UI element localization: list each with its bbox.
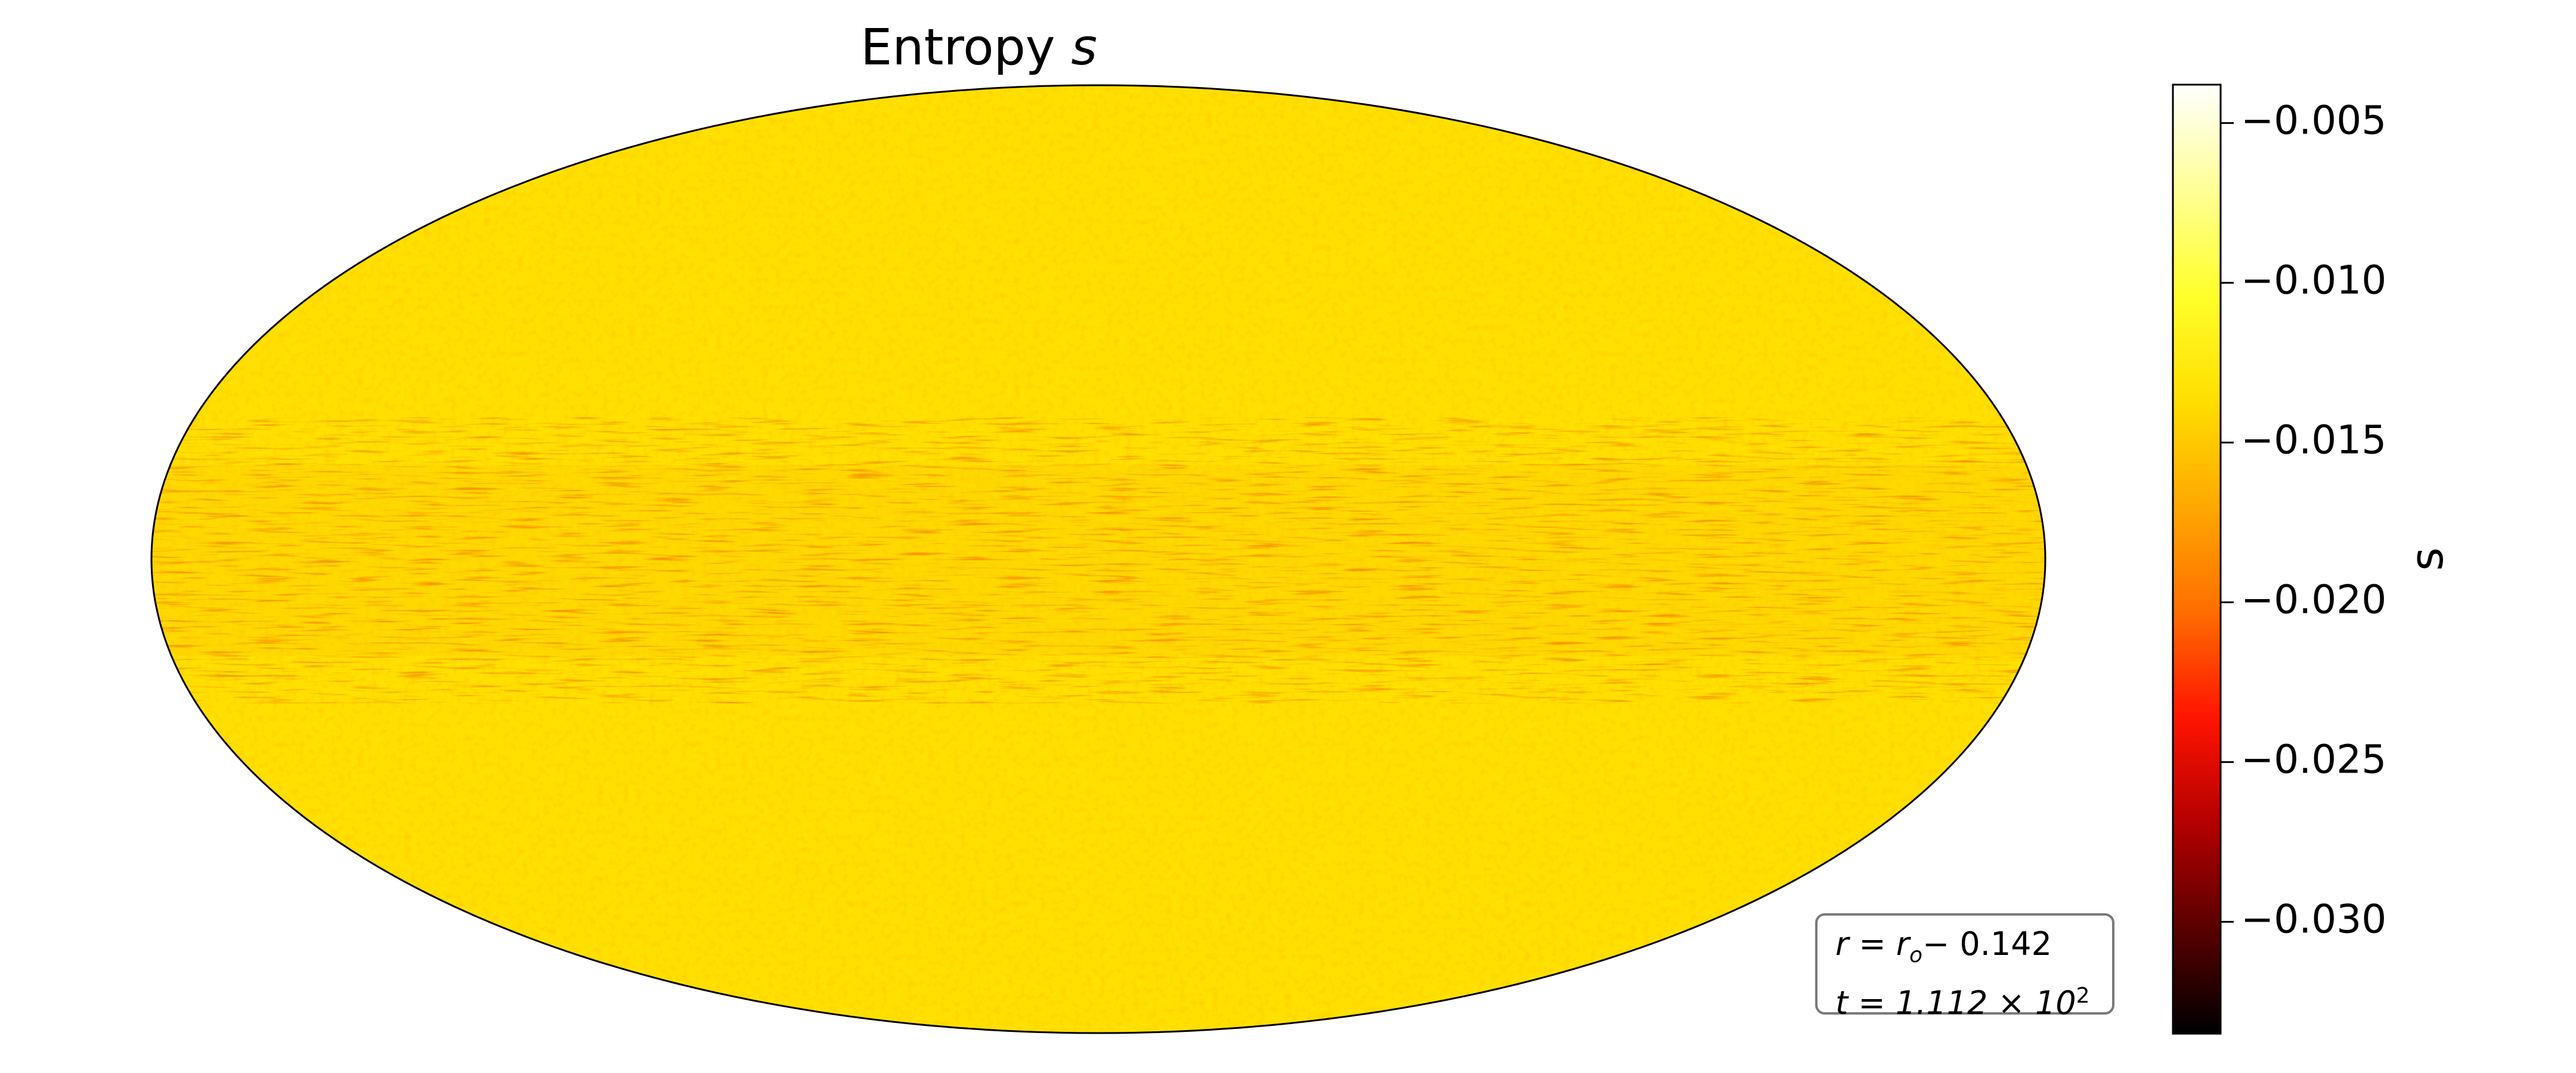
colorbar-tick-label: −0.020 (2241, 576, 2386, 622)
annotation-radius-lhs: r = r (1835, 925, 1909, 963)
colorbar-tick-label: −0.030 (2241, 896, 2386, 942)
colorbar-label: s (2400, 547, 2453, 571)
annotation-time-line: t = 1.112 × 102 (1835, 976, 2112, 1024)
colorbar-fill (2173, 85, 2221, 1034)
map-area (150, 84, 2046, 1034)
chart-title-variable: s (1071, 18, 1097, 76)
annotation-radius-value: − 0.142 (1922, 925, 2052, 963)
colorbar-frame (2172, 83, 2222, 1035)
annotation-radius-sub: o (1909, 942, 1923, 967)
colorbar-ticks: −0.005 −0.010 −0.015 −0.020 −0.025 −0.030 (2221, 97, 2386, 942)
annotation-time-value: t = 1.112 × 10 (1835, 984, 2076, 1022)
colorbar: −0.005 −0.010 −0.015 −0.020 −0.025 −0.030 s (2172, 83, 2453, 1035)
annotation-time-exponent: 2 (2076, 983, 2090, 1008)
chart-title-text: Entropy (860, 18, 1055, 76)
info-annotation-box: r = ro− 0.142 t = 1.112 × 102 (1815, 913, 2114, 1022)
colorbar-tick-label: −0.005 (2241, 97, 2386, 143)
colorbar-tick-label: −0.025 (2241, 736, 2386, 782)
map-texture-streaks (151, 417, 2045, 703)
colorbar-tick-label: −0.015 (2241, 417, 2386, 463)
map-boundary (150, 84, 2046, 1034)
annotation-radius-line: r = ro− 0.142 (1835, 924, 2112, 976)
colorbar-tick-label: −0.010 (2241, 257, 2386, 303)
